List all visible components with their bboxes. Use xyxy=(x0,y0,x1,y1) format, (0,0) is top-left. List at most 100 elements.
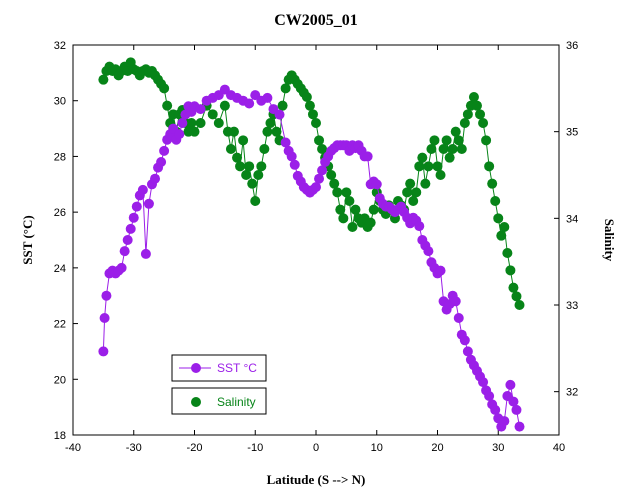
salinity-point xyxy=(256,161,267,172)
y-left-tick-label: 22 xyxy=(54,319,66,331)
sst-point xyxy=(174,129,185,140)
y-axis-right-label: Salinity xyxy=(602,219,617,262)
salinity-point xyxy=(335,204,346,215)
y-left-tick-label: 26 xyxy=(54,207,66,219)
y-left-tick-label: 28 xyxy=(54,151,66,163)
sst-point xyxy=(450,296,461,307)
salinity-point xyxy=(365,217,376,228)
salinity-point xyxy=(414,161,425,172)
y-left-tick-label: 20 xyxy=(54,374,66,386)
salinity-point xyxy=(341,187,352,198)
salinity-point xyxy=(447,144,458,154)
salinity-point xyxy=(344,196,355,206)
tick-layer: -40 -30 -20 -10 0 10 20 30 40 18 20 22 24 26 28 30 32 32 3… xyxy=(54,40,579,454)
salinity-point xyxy=(280,83,291,94)
salinity-point xyxy=(468,92,479,102)
salinity-point xyxy=(235,161,246,172)
sst-point xyxy=(459,335,470,346)
salinity-point xyxy=(481,135,492,146)
sst-point xyxy=(128,212,139,223)
x-axis-label: Latitude (S --> N) xyxy=(267,472,366,487)
salinity-point xyxy=(368,204,379,215)
salinity-point xyxy=(444,152,455,163)
salinity-point xyxy=(307,109,318,120)
y-left-tick-label: 24 xyxy=(54,263,66,275)
salinity-point xyxy=(162,100,173,111)
sst-point xyxy=(159,145,170,156)
salinity-point xyxy=(195,118,206,128)
salinity-point xyxy=(207,109,218,120)
salinity-point xyxy=(450,126,461,137)
sst-point xyxy=(514,421,525,432)
sst-point xyxy=(244,98,255,109)
sst-point xyxy=(119,246,130,257)
sst-point xyxy=(140,248,151,259)
salinity-point xyxy=(347,222,358,232)
sst-point xyxy=(508,396,519,407)
salinity-point xyxy=(462,109,473,120)
salinity-point xyxy=(304,100,315,111)
salinity-point xyxy=(408,196,419,206)
salinity-point xyxy=(329,178,340,189)
y-left-tick-label: 32 xyxy=(54,40,66,52)
x-tick-label: 20 xyxy=(431,442,443,454)
y-right-tick-label: 34 xyxy=(566,213,578,225)
x-tick-label: -40 xyxy=(65,442,81,454)
sst-point xyxy=(150,173,161,184)
x-tick-label: -20 xyxy=(187,442,203,454)
sst-point xyxy=(177,118,188,128)
salinity-point xyxy=(247,178,258,189)
y-axis-left-label: SST (°C) xyxy=(20,215,35,264)
salinity-series xyxy=(98,57,525,310)
salinity-point xyxy=(277,100,288,111)
salinity-point xyxy=(402,187,413,198)
salinity-point xyxy=(496,230,507,241)
salinity-point xyxy=(225,144,236,154)
sst-point xyxy=(511,404,522,415)
sst-point xyxy=(99,313,110,323)
salinity-point xyxy=(219,100,230,111)
salinity-point xyxy=(511,291,522,302)
salinity-point xyxy=(423,161,434,172)
salinity-point xyxy=(326,170,337,180)
salinity-point xyxy=(471,100,482,111)
y-right-tick-label: 35 xyxy=(566,127,578,139)
salinity-point xyxy=(475,109,486,120)
salinity-point xyxy=(429,135,440,146)
legend-salinity-box xyxy=(171,387,267,415)
salinity-point xyxy=(311,118,321,128)
salinity-point xyxy=(411,187,422,198)
salinity-point xyxy=(301,92,312,102)
x-tick-label: 40 xyxy=(553,442,565,454)
x-tick-label: 10 xyxy=(371,442,383,454)
salinity-point xyxy=(228,126,239,137)
sst-point xyxy=(156,157,167,167)
salinity-point xyxy=(186,118,197,128)
x-tick-label: 30 xyxy=(492,442,504,454)
sst-point xyxy=(286,151,297,162)
salinity-point xyxy=(213,118,224,128)
sst-point xyxy=(423,246,434,257)
legend-sst-box xyxy=(171,354,267,382)
legend-salinity-label: Salinity xyxy=(217,395,256,409)
salinity-point xyxy=(265,118,276,128)
sst-series xyxy=(98,84,525,432)
salinity-point xyxy=(459,118,470,128)
salinity-point xyxy=(314,135,325,146)
sst-point xyxy=(317,165,328,176)
salinity-point xyxy=(189,126,200,137)
salinity-point xyxy=(159,83,170,94)
y-right-tick-label: 33 xyxy=(566,300,578,312)
sst-point xyxy=(98,346,109,357)
salinity-point xyxy=(241,170,252,180)
salinity-point xyxy=(262,126,273,137)
sst-point xyxy=(125,223,136,234)
sst-point xyxy=(143,198,154,209)
salinity-point xyxy=(508,282,519,293)
sst-point xyxy=(484,391,495,401)
salinity-point xyxy=(420,178,431,189)
legend: SST °C Salinity xyxy=(171,354,267,415)
salinity-point xyxy=(250,196,261,206)
salinity-point xyxy=(317,144,328,154)
salinity-point xyxy=(405,178,416,189)
